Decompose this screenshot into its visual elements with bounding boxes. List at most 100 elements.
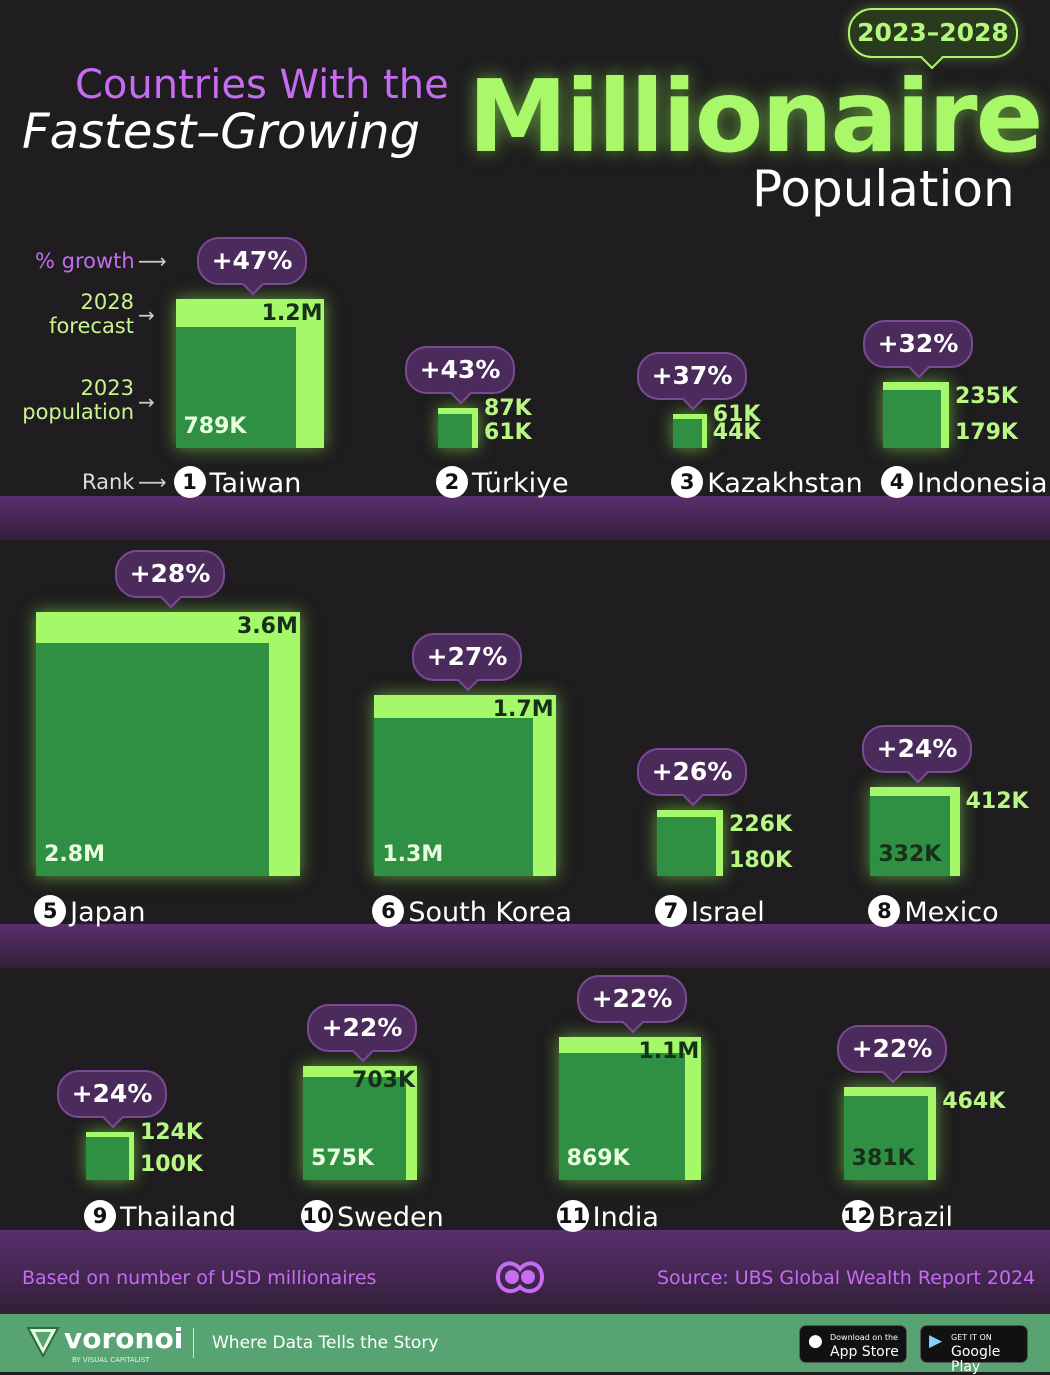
bar-2028-9 — [86, 1132, 134, 1180]
bar-2023-6 — [374, 717, 533, 876]
growth-bubble: +22% — [577, 975, 687, 1034]
footer-note: Based on number of USD millionaires — [22, 1267, 377, 1289]
rank-badge: 1 — [173, 466, 206, 498]
country-name: South Korea — [408, 897, 572, 928]
bubble-tip-icon — [621, 1011, 645, 1034]
bubble-tip-icon — [681, 388, 705, 411]
bar-2028-5 — [36, 612, 300, 876]
country-label: 8 Mexico — [868, 895, 999, 928]
voronoi-mark-icon — [492, 1255, 548, 1299]
play-icon: ▶ — [929, 1331, 943, 1351]
bubble-tip-icon — [907, 355, 931, 379]
growth-bubble: +37% — [637, 352, 747, 411]
country-name: India — [592, 1202, 659, 1233]
period-badge: 2023–2028 — [848, 8, 1018, 58]
country-name: Brazil — [877, 1202, 954, 1233]
bubble-tip-icon — [351, 1039, 375, 1063]
bar-2028-8 — [870, 786, 960, 876]
bar-2023-12 — [843, 1096, 928, 1180]
label-2028: 1.2M — [261, 301, 323, 327]
growth-bubble: +47% — [197, 237, 307, 296]
label-2023: 575K — [310, 1146, 374, 1171]
growth-bubble: +32% — [863, 320, 973, 379]
title-end: Population — [752, 160, 1015, 218]
label-2023: 789K — [183, 414, 247, 439]
label-2023: 100K — [139, 1152, 203, 1177]
country-label: 7 Israel — [654, 895, 765, 928]
country-label: 6 South Korea — [372, 895, 572, 928]
label-2023: 381K — [851, 1146, 915, 1171]
growth-bubble: +28% — [115, 550, 225, 609]
growth-bubble: +24% — [57, 1070, 167, 1129]
app-store-small: Download on the — [830, 1333, 898, 1342]
country-name: Thailand — [120, 1202, 236, 1233]
country-label: 5 Japan — [34, 895, 145, 928]
rank-badge: 9 — [84, 1200, 117, 1232]
bar-2023-8 — [870, 795, 951, 876]
bubble-tip-icon — [906, 760, 930, 784]
google-play-label: Google Play — [951, 1344, 1001, 1375]
bar-2028-10 — [302, 1065, 417, 1180]
app-store-button[interactable]: ● Download on the App Store — [799, 1325, 907, 1363]
bar-2028-4 — [883, 382, 949, 448]
google-play-small: GET IT ON — [951, 1333, 992, 1342]
legend-growth: % growth — [35, 249, 135, 273]
rank-badge: 3 — [671, 466, 704, 498]
label-2023: 61K — [484, 420, 532, 445]
label-2023: 180K — [729, 848, 793, 873]
growth-bubble: +22% — [837, 1025, 947, 1084]
bar-2028-6 — [374, 694, 556, 876]
label-2028: 412K — [965, 788, 1029, 814]
voronoi-logo-icon — [26, 1324, 60, 1359]
label-2028: 61K — [712, 402, 761, 428]
country-label: 9 Thailand — [84, 1200, 236, 1233]
country-label: 10 Sweden — [300, 1200, 444, 1233]
row-divider-band — [0, 924, 1050, 968]
label-2028: 124K — [139, 1120, 203, 1146]
bar-2028-1 — [175, 299, 325, 448]
bubble-tip-icon — [101, 1105, 125, 1129]
rank-badge: 5 — [34, 895, 67, 927]
legend-population: 2023 population — [22, 376, 134, 424]
bar-2023-3 — [673, 419, 702, 448]
rank-badge: 10 — [300, 1200, 333, 1232]
country-label: 11 India — [556, 1200, 659, 1233]
apple-icon: ● — [808, 1331, 823, 1351]
bar-2023-1 — [175, 327, 297, 448]
growth-bubble: +26% — [637, 747, 747, 807]
country-label: 2 Türkiye — [435, 466, 569, 499]
bar-2023-11 — [558, 1053, 686, 1180]
legend-rank: Rank — [82, 470, 135, 494]
label-2023: 869K — [566, 1146, 630, 1171]
label-2028: 703K — [352, 1067, 416, 1093]
country-name: Taiwan — [209, 468, 302, 499]
title-line-2: Fastest–Growing — [22, 104, 420, 160]
legend-arrow-icon: ⟶ — [138, 470, 167, 494]
country-name: Japan — [70, 897, 146, 928]
growth-bubble: +43% — [405, 345, 515, 405]
bar-2023-9 — [86, 1136, 130, 1180]
label-2028: 87K — [484, 395, 532, 421]
brand-name: voronoi — [64, 1322, 184, 1355]
google-play-button[interactable]: ▶ GET IT ON Google Play — [920, 1325, 1028, 1375]
rank-badge: 8 — [868, 895, 901, 927]
bubble-tip-icon — [881, 1061, 905, 1084]
bar-2028-7 — [656, 809, 724, 876]
bubble-tip-icon — [159, 585, 183, 609]
label-2023: 1.3M — [382, 842, 444, 867]
country-name: Mexico — [904, 897, 999, 928]
bubble-tip-icon — [449, 381, 473, 405]
bubble-tip-icon — [456, 668, 480, 692]
rank-badge: 6 — [372, 895, 405, 927]
rank-badge: 7 — [654, 895, 687, 927]
country-name: Israel — [690, 897, 765, 928]
rank-badge: 2 — [435, 466, 468, 498]
legend-arrow-icon: → — [138, 390, 155, 414]
row-divider-band — [0, 496, 1050, 540]
rank-badge: 11 — [556, 1200, 589, 1232]
country-name: Sweden — [336, 1202, 444, 1233]
bar-2028-12 — [843, 1087, 937, 1180]
brand-divider — [193, 1328, 194, 1358]
brand-bar: voronoi BY VISUAL CAPITALIST Where Data … — [0, 1314, 1050, 1375]
country-label: 3 Kazakhstan — [671, 466, 863, 499]
